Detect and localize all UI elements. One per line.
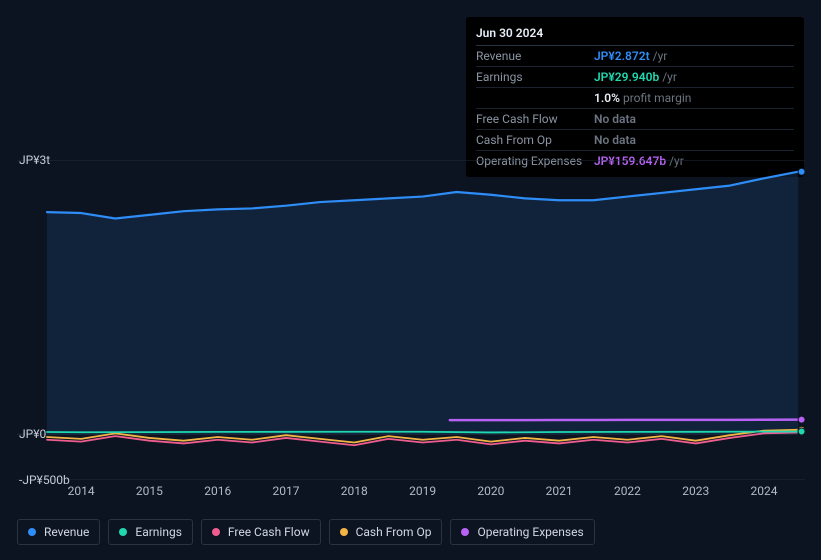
tooltip-row: EarningsJP¥29.940b/yr: [476, 67, 794, 88]
legend-dot-icon: [212, 528, 220, 536]
x-axis-tick: 2018: [341, 484, 368, 498]
legend-item[interactable]: Free Cash Flow: [201, 519, 321, 545]
x-axis-tick: 2021: [546, 484, 573, 498]
legend-item[interactable]: Revenue: [17, 519, 100, 545]
x-axis-tick: 2024: [751, 484, 778, 498]
tooltip-row-label: [476, 91, 594, 105]
y-axis-tick: JP¥3t: [19, 153, 50, 167]
legend-item[interactable]: Cash From Op: [329, 519, 443, 545]
legend-label: Cash From Op: [356, 525, 432, 539]
x-axis-tick: 2019: [409, 484, 436, 498]
chart-canvas: [17, 160, 805, 480]
legend-dot-icon: [119, 528, 127, 536]
legend-dot-icon: [461, 528, 469, 536]
legend-label: Revenue: [44, 525, 89, 539]
tooltip-row-value: No data: [594, 133, 794, 147]
tooltip-row-value: JP¥29.940b/yr: [594, 70, 794, 84]
legend-label: Free Cash Flow: [228, 525, 310, 539]
x-axis-tick: 2023: [682, 484, 709, 498]
data-tooltip: Jun 30 2024 RevenueJP¥2.872t/yrEarningsJ…: [466, 17, 804, 177]
tooltip-row: Free Cash FlowNo data: [476, 109, 794, 130]
tooltip-date: Jun 30 2024: [476, 23, 794, 46]
tooltip-row-label: Earnings: [476, 70, 594, 84]
legend-item[interactable]: Earnings: [108, 519, 193, 545]
chart-legend: Revenue Earnings Free Cash Flow Cash From O…: [17, 519, 595, 545]
tooltip-row-label: Cash From Op: [476, 133, 594, 147]
x-axis-tick: 2020: [477, 484, 504, 498]
y-axis-tick: JP¥0: [19, 427, 46, 441]
x-axis-tick: 2014: [68, 484, 95, 498]
tooltip-row-value: No data: [594, 112, 794, 126]
x-axis-tick: 2017: [273, 484, 300, 498]
financial-chart[interactable]: JP¥3tJP¥0-JP¥500b 2014201520162017201820…: [17, 160, 805, 480]
tooltip-row-value: JP¥2.872t/yr: [594, 49, 794, 63]
tooltip-row-label: Free Cash Flow: [476, 112, 594, 126]
legend-item[interactable]: Operating Expenses: [450, 519, 594, 545]
x-axis-tick: 2022: [614, 484, 641, 498]
legend-dot-icon: [340, 528, 348, 536]
x-axis-tick: 2015: [136, 484, 163, 498]
tooltip-row: 1.0%profit margin: [476, 88, 794, 109]
tooltip-row: Cash From OpNo data: [476, 130, 794, 151]
legend-label: Operating Expenses: [477, 525, 583, 539]
x-axis-tick: 2016: [204, 484, 231, 498]
tooltip-row: RevenueJP¥2.872t/yr: [476, 46, 794, 67]
tooltip-row-label: Revenue: [476, 49, 594, 63]
tooltip-row-value: 1.0%profit margin: [594, 91, 794, 105]
y-axis-tick: -JP¥500b: [19, 473, 70, 487]
legend-dot-icon: [28, 528, 36, 536]
legend-label: Earnings: [135, 525, 182, 539]
